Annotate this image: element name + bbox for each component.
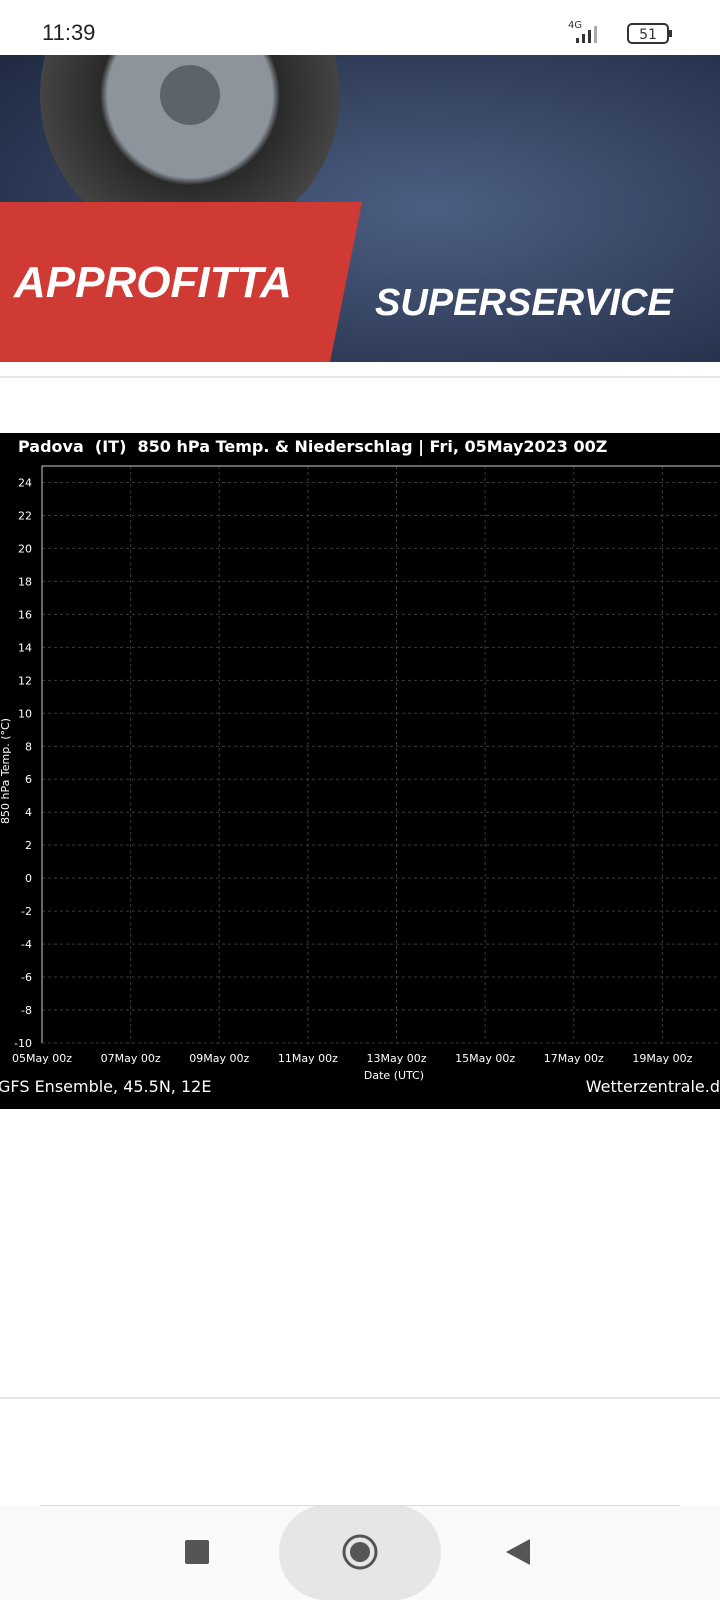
- x-tick-label: 19May 00z: [632, 1052, 692, 1065]
- clock: 11:39: [42, 20, 96, 45]
- y-tick-label: 0: [25, 872, 32, 885]
- y-tick-label: 22: [18, 509, 32, 522]
- footer-site: Wetterzentrale.d: [586, 1077, 720, 1096]
- divider: [0, 1397, 720, 1399]
- x-axis-label: Date (UTC): [364, 1069, 424, 1082]
- network-label: 4G: [568, 20, 582, 31]
- status-icons: 4G 51: [568, 20, 672, 44]
- back-button[interactable]: [506, 1539, 530, 1565]
- y-tick-label: 4: [25, 806, 32, 819]
- x-tick-label: 05May 00z: [12, 1052, 72, 1065]
- status-bar: 11:39 4G 51: [0, 0, 720, 55]
- battery-level: 51: [639, 27, 657, 43]
- x-tick-label: 13May 00z: [367, 1052, 427, 1065]
- footer-source: GFS Ensemble, 45.5N, 12E: [0, 1077, 211, 1096]
- ad-banner[interactable]: APPROFITTA SUPERSERVICE: [0, 55, 720, 362]
- y-tick-label: 18: [18, 575, 32, 588]
- y-axis-label: 850 hPa Temp. (°C): [0, 718, 12, 824]
- ad-cta: APPROFITTA: [13, 258, 292, 307]
- nav-bar: [0, 1505, 720, 1600]
- y-tick-label: -10: [14, 1037, 32, 1050]
- home-button[interactable]: [342, 1534, 378, 1570]
- plot-frame: [41, 465, 720, 1043]
- x-tick-label: 07May 00z: [101, 1052, 161, 1065]
- y-tick-label: 6: [25, 773, 32, 786]
- y-tick-label: 20: [18, 542, 32, 555]
- ad-brand: SUPERSERVICE: [375, 282, 674, 324]
- y-tick-label: 12: [18, 674, 32, 687]
- nav-buttons: [185, 1505, 530, 1600]
- y-tick-label: -2: [21, 905, 32, 918]
- y-tick-label: -6: [21, 971, 32, 984]
- y-tick-label: 24: [18, 476, 32, 489]
- divider: [0, 376, 720, 378]
- recents-button[interactable]: [185, 1540, 209, 1564]
- y-tick-label: -8: [21, 1004, 32, 1017]
- y-tick-label: 8: [25, 740, 32, 753]
- chart-title: Padova (IT) 850 hPa Temp. & Niederschlag…: [18, 437, 607, 457]
- y-tick-label: 2: [25, 839, 32, 852]
- x-tick-label: 11May 00z: [278, 1052, 338, 1065]
- x-tick-label: 17May 00z: [544, 1052, 604, 1065]
- y-tick-label: -4: [21, 938, 32, 951]
- y-tick-label: 16: [18, 608, 32, 621]
- x-tick-label: 15May 00z: [455, 1052, 515, 1065]
- x-tick-label: 09May 00z: [189, 1052, 249, 1065]
- chart: Padova (IT) 850 hPa Temp. & Niederschlag…: [0, 433, 720, 1109]
- y-tick-label: 14: [18, 641, 32, 654]
- y-tick-label: 10: [18, 707, 32, 720]
